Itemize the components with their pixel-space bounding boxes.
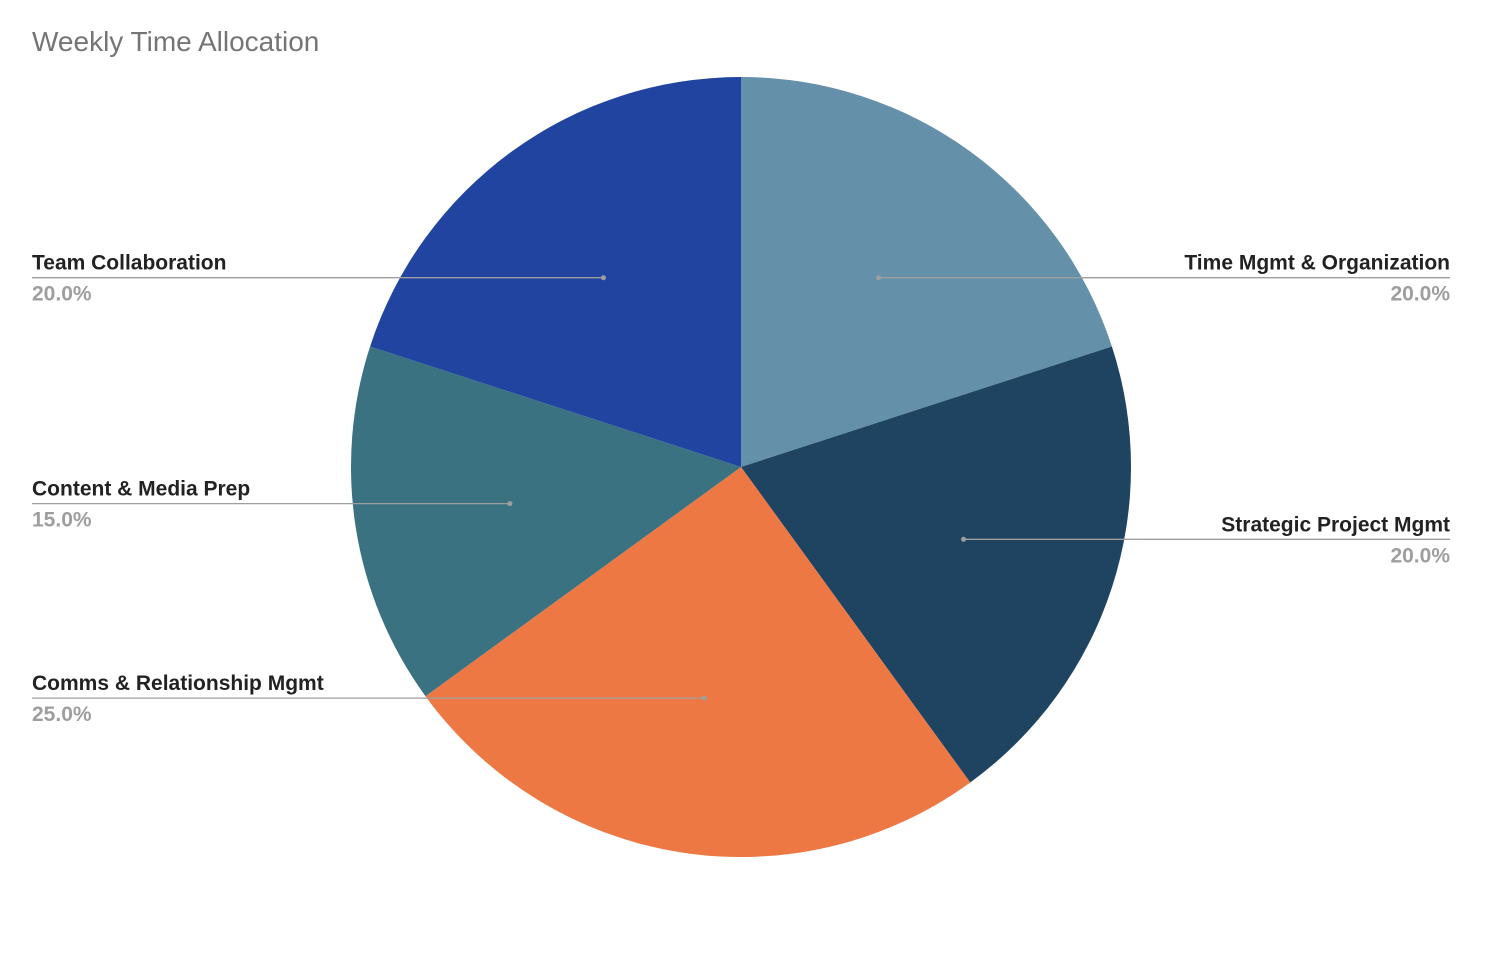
slice-percent-strategic-project-mgmt: 20.0% [1390,544,1450,567]
slice-label-time-mgmt-and-organization: Time Mgmt & Organization [1184,252,1450,275]
slice-percent-comms-and-relationship-mgmt: 25.0% [32,703,92,726]
pie-slice-content-and-media-prep [351,346,741,697]
pie-slice-time-mgmt-and-organization [741,77,1112,467]
slice-label-strategic-project-mgmt: Strategic Project Mgmt [1221,513,1450,536]
pie-slice-team-collaboration [370,76,741,467]
slice-label-comms-and-relationship-mgmt: Comms & Relationship Mgmt [32,672,324,695]
slice-label-content-and-media-prep: Content & Media Prep [32,478,250,501]
slice-percent-team-collaboration: 20.0% [32,283,92,306]
slice-labels: Time Mgmt & Organization 20.0% Strategic P… [32,252,1450,726]
slice-percent-content-and-media-prep: 15.0% [32,509,92,532]
pie-slice-comms-and-relationship-mgmt [425,467,971,858]
chart-title: Weekly Time Allocation [32,26,320,57]
pie-slice-strategic-project-mgmt [741,346,1131,783]
pie-slices [351,76,1131,858]
slice-label-team-collaboration: Team Collaboration [32,252,226,275]
slice-percent-time-mgmt-and-organization: 20.0% [1390,283,1450,306]
